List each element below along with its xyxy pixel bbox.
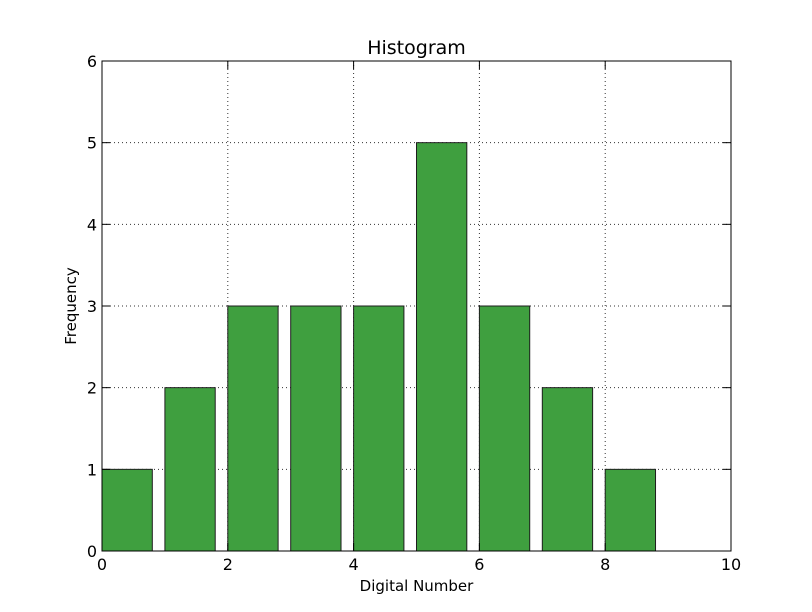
bars-layer [101, 142, 657, 552]
x-tick-label-1: 2 [223, 555, 233, 574]
y-tick-label-2: 2 [87, 379, 97, 398]
y-tick-label-1: 1 [87, 460, 97, 479]
histogram-bar-8 [604, 468, 657, 552]
y-tick-label-0: 0 [87, 542, 97, 561]
y-tick-label-6: 6 [87, 52, 97, 71]
histogram-bar-2 [227, 305, 279, 552]
x-tick-label-3: 6 [474, 555, 484, 574]
histogram-bar-4 [353, 305, 405, 552]
y-tick-label-3: 3 [87, 297, 97, 316]
histogram-bar-3 [290, 305, 342, 552]
y-axis-label: Frequency [62, 267, 80, 345]
x-axis-label: Digital Number [360, 577, 475, 595]
histogram-bar-7 [541, 387, 594, 552]
x-tick-label-5: 10 [721, 555, 741, 574]
histogram-bar-6 [478, 305, 531, 552]
y-tick-label-5: 5 [87, 134, 97, 153]
histogram-bar-0 [101, 468, 153, 552]
x-tick-label-0: 0 [97, 555, 107, 574]
histogram-bar-1 [164, 387, 216, 552]
ticks-layer: 0 2 4 6 8 10 0 1 2 3 4 5 6 [87, 52, 741, 574]
histogram-bar-5 [416, 142, 468, 552]
x-tick-label-2: 4 [349, 555, 359, 574]
x-tick-label-4: 8 [600, 555, 610, 574]
y-tick-label-4: 4 [87, 215, 97, 234]
chart-title: Histogram [367, 37, 466, 59]
